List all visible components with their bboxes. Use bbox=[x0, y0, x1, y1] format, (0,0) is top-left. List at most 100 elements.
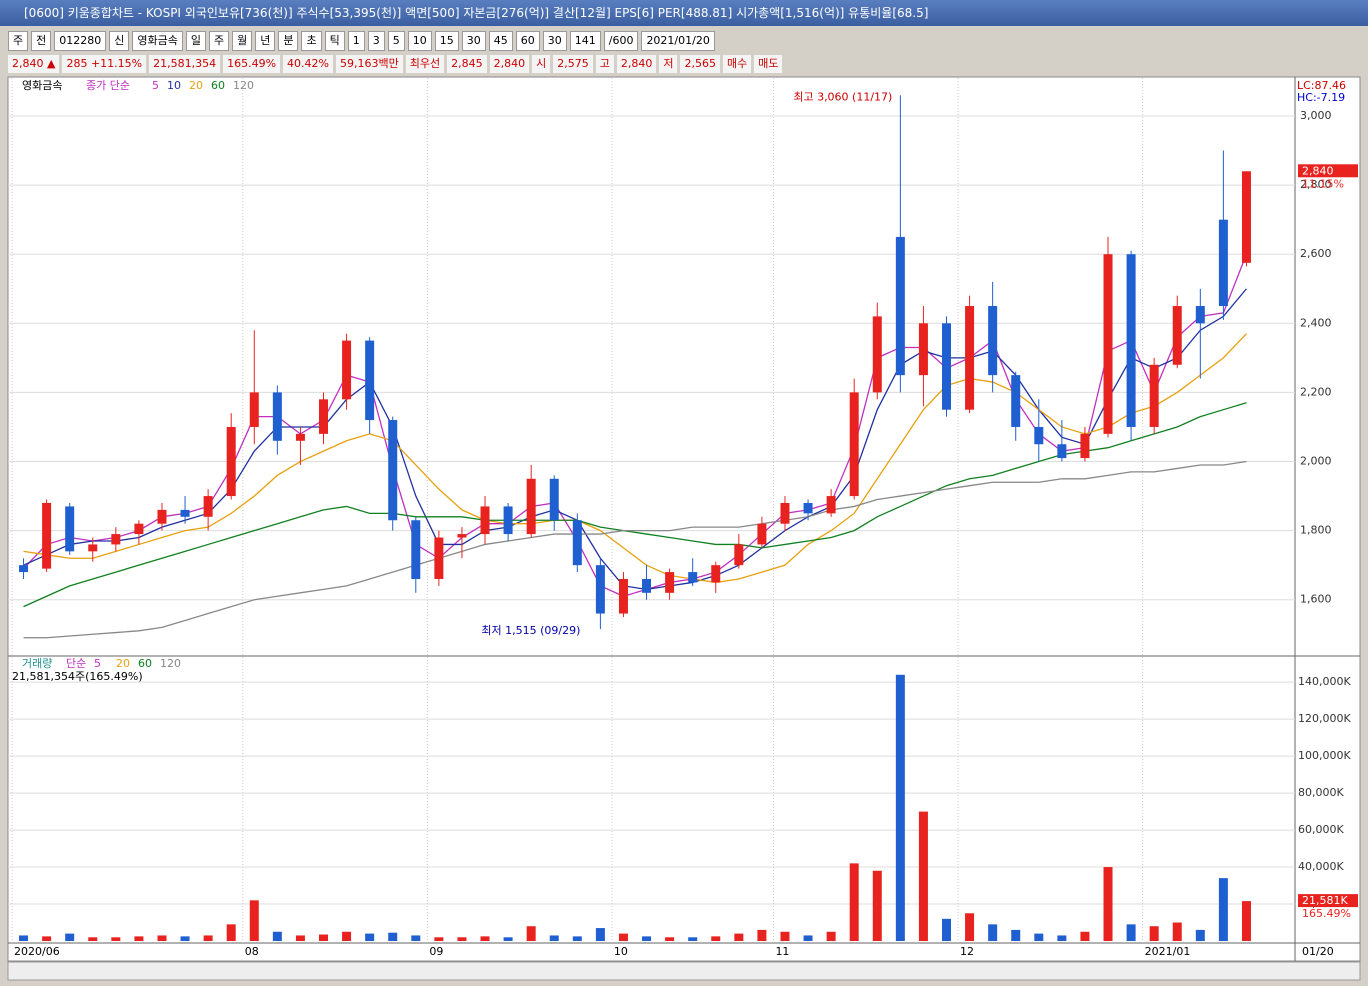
volume-legend: 5 bbox=[94, 657, 101, 670]
candle-body bbox=[849, 392, 859, 497]
x-tick-label: 08 bbox=[245, 945, 259, 958]
volume-bar bbox=[849, 863, 859, 941]
volume-bar bbox=[1126, 924, 1136, 941]
y-tick-label: 2,000 bbox=[1300, 455, 1332, 468]
candle-body bbox=[918, 323, 928, 376]
info-field: 2,575 bbox=[553, 55, 593, 73]
volume-bar bbox=[434, 937, 444, 941]
info-field: 최우선 bbox=[405, 55, 445, 73]
toolbar-button[interactable]: 초 bbox=[301, 31, 322, 51]
info-field: 21,581,354 bbox=[149, 55, 221, 73]
toolbar-button[interactable]: 주 bbox=[8, 31, 29, 51]
x-tick-label: 2020/06 bbox=[14, 945, 60, 958]
candle-body bbox=[295, 433, 305, 441]
toolbar-button[interactable]: 30 bbox=[542, 31, 567, 51]
toolbar-button[interactable]: /600 bbox=[603, 31, 639, 51]
volume-bar bbox=[1103, 867, 1113, 941]
volume-bar bbox=[572, 936, 582, 941]
volume-bar bbox=[1195, 929, 1205, 941]
ma-line bbox=[23, 402, 1247, 608]
toolbar-button[interactable]: 영화금속 bbox=[132, 31, 183, 51]
toolbar-button[interactable]: 1 bbox=[347, 31, 365, 51]
volume-bar bbox=[595, 928, 605, 941]
toolbar-button[interactable]: 3 bbox=[367, 31, 385, 51]
toolbar-button[interactable]: 일 bbox=[185, 31, 206, 51]
toolbar-button[interactable]: 년 bbox=[255, 31, 276, 51]
toolbar-button[interactable]: 2021/01/20 bbox=[641, 31, 715, 51]
candle-body bbox=[526, 478, 536, 535]
volume-bar bbox=[226, 924, 236, 941]
volume-box bbox=[1298, 894, 1358, 908]
toolbar-button[interactable]: 분 bbox=[278, 31, 299, 51]
candle-body bbox=[665, 572, 675, 593]
volume-bar bbox=[411, 935, 421, 941]
candle-body bbox=[19, 565, 29, 573]
toolbar-button[interactable]: 141 bbox=[569, 31, 601, 51]
volume-bar bbox=[42, 936, 52, 941]
volume-bar bbox=[457, 937, 467, 941]
volume-bar bbox=[1218, 878, 1228, 941]
x-tick-label: 10 bbox=[614, 945, 628, 958]
y-tick-label: 2,400 bbox=[1300, 316, 1332, 329]
candle-body bbox=[803, 502, 813, 514]
lc-label: LC:87.46 bbox=[1297, 79, 1346, 92]
volume-bar bbox=[642, 936, 652, 941]
info-field: 285 +11.15% bbox=[62, 55, 147, 73]
info-field: 매수 bbox=[722, 55, 752, 73]
toolbar: 주 전 012280 신 영화금속 일 주 월 년 분 초 틱 1 3 5 10 15 30 45 60 30 141/6… bbox=[8, 31, 715, 51]
volume-bar bbox=[803, 935, 813, 941]
candle-body bbox=[503, 506, 513, 535]
y-tick-label: 2,200 bbox=[1300, 385, 1332, 398]
price-box bbox=[1298, 164, 1358, 178]
toolbar-button[interactable]: 30 bbox=[461, 31, 486, 51]
volume-legend: 120 bbox=[160, 657, 181, 670]
toolbar-button[interactable]: 5 bbox=[387, 31, 405, 51]
volume-bar bbox=[618, 933, 628, 941]
title-bar: [0600] 키움종합차트 - KOSPI 외국인보유[736(천)] 주식수[… bbox=[0, 0, 1368, 26]
toolbar-button[interactable]: 15 bbox=[434, 31, 459, 51]
volume-legend: 20 bbox=[116, 657, 130, 670]
candle-body bbox=[1195, 306, 1205, 324]
candle-body bbox=[1241, 171, 1251, 263]
candle-body bbox=[988, 306, 998, 376]
y-tick-label: 1,800 bbox=[1300, 524, 1332, 537]
candle-body bbox=[1218, 219, 1228, 307]
candle-body bbox=[965, 306, 975, 410]
volume-bar bbox=[19, 935, 29, 941]
toolbar-button[interactable]: 60 bbox=[515, 31, 540, 51]
candle-body bbox=[365, 340, 375, 421]
candle-body bbox=[157, 509, 167, 524]
toolbar-button[interactable]: 틱 bbox=[324, 31, 345, 51]
volume-bar bbox=[1011, 929, 1021, 941]
x-tick-label: 12 bbox=[960, 945, 974, 958]
volume-box-text: 21,581K bbox=[1302, 894, 1348, 907]
ma-line bbox=[23, 333, 1247, 584]
legend-entry: 20 bbox=[189, 79, 203, 92]
volume-bar bbox=[272, 931, 282, 941]
toolbar-button[interactable]: 전 bbox=[31, 31, 52, 51]
ma-line bbox=[23, 460, 1247, 639]
change-box-text: 11.15% bbox=[1302, 177, 1344, 190]
candle-body bbox=[272, 392, 282, 441]
toolbar-button[interactable]: 주 bbox=[208, 31, 230, 51]
candle-body bbox=[642, 578, 652, 593]
y-tick-label: 1,600 bbox=[1300, 593, 1332, 606]
candle-body bbox=[249, 392, 259, 427]
candle-body bbox=[180, 509, 190, 517]
toolbar-button[interactable]: 월 bbox=[232, 31, 253, 51]
volume-bar bbox=[480, 936, 490, 941]
volume-bar bbox=[734, 933, 744, 941]
toolbar-button[interactable]: 012280 bbox=[54, 31, 107, 51]
volume-bar bbox=[780, 931, 790, 941]
ma-line bbox=[23, 288, 1247, 591]
volume-bar bbox=[757, 929, 767, 941]
toolbar-button[interactable]: 45 bbox=[488, 31, 513, 51]
legend-entry: 10 bbox=[167, 79, 181, 92]
candle-body bbox=[757, 523, 767, 545]
volume-bar bbox=[988, 924, 998, 941]
toolbar-button[interactable]: 신 bbox=[109, 31, 130, 51]
candle-body bbox=[42, 502, 52, 569]
candle-body bbox=[342, 340, 352, 400]
candle-body bbox=[1080, 433, 1090, 459]
toolbar-button[interactable]: 10 bbox=[407, 31, 432, 51]
